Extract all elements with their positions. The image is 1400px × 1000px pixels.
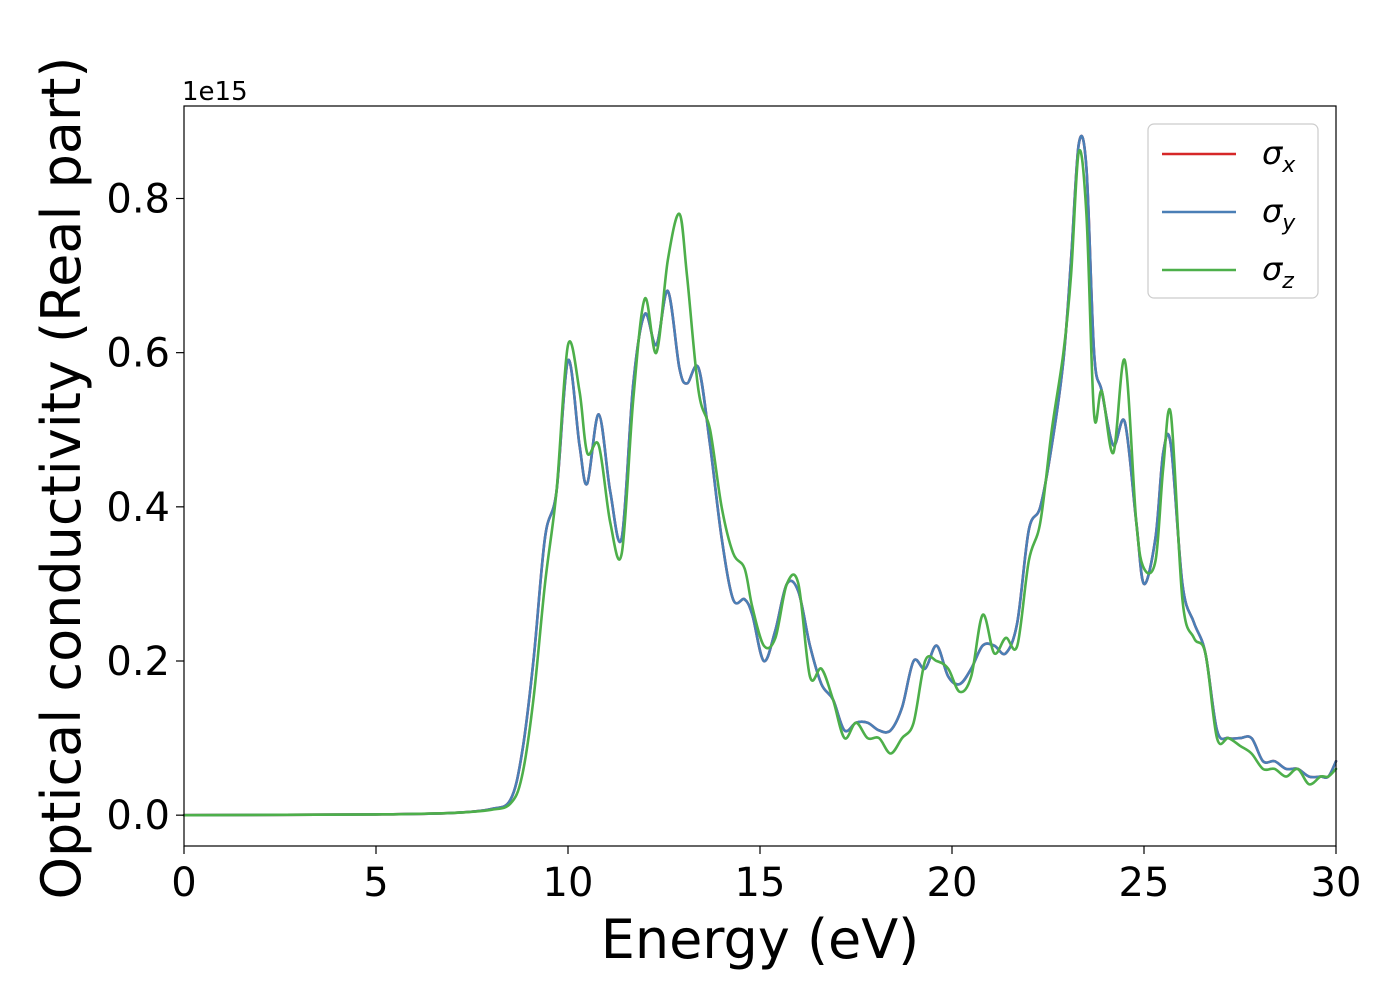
- y-axis: 0.0 0.2 0.4 0.6 0.8: [106, 177, 184, 839]
- y-tick-label: 0.8: [106, 177, 170, 223]
- series-layer: [182, 134, 1338, 817]
- plot-area: [184, 106, 1336, 846]
- x-tick-label: 20: [927, 860, 978, 906]
- x-tick-label: 15: [735, 860, 786, 906]
- y-tick-label: 0.6: [106, 331, 170, 377]
- series-line-σz: [182, 149, 1338, 817]
- x-tick-label: 0: [171, 860, 196, 906]
- x-axis: 0 5 10 15 20 25 30: [171, 846, 1361, 906]
- legend-label-y: σy: [1262, 192, 1296, 236]
- legend-label-z: σz: [1262, 250, 1294, 294]
- x-tick-label: 30: [1311, 860, 1362, 906]
- x-tick-label: 5: [363, 860, 388, 906]
- y-offset-text: 1e15: [182, 77, 248, 107]
- x-axis-label: Energy (eV): [601, 908, 920, 971]
- x-tick-label: 10: [543, 860, 594, 906]
- legend-label-x: σx: [1262, 134, 1296, 178]
- y-tick-label: 0.4: [106, 485, 170, 531]
- y-tick-label: 0.0: [106, 793, 170, 839]
- y-tick-label: 0.2: [106, 639, 170, 685]
- y-axis-label: Optical conductivity (Real part): [30, 57, 93, 900]
- legend: σx σy σz: [1147, 123, 1319, 299]
- x-tick-label: 25: [1119, 860, 1170, 906]
